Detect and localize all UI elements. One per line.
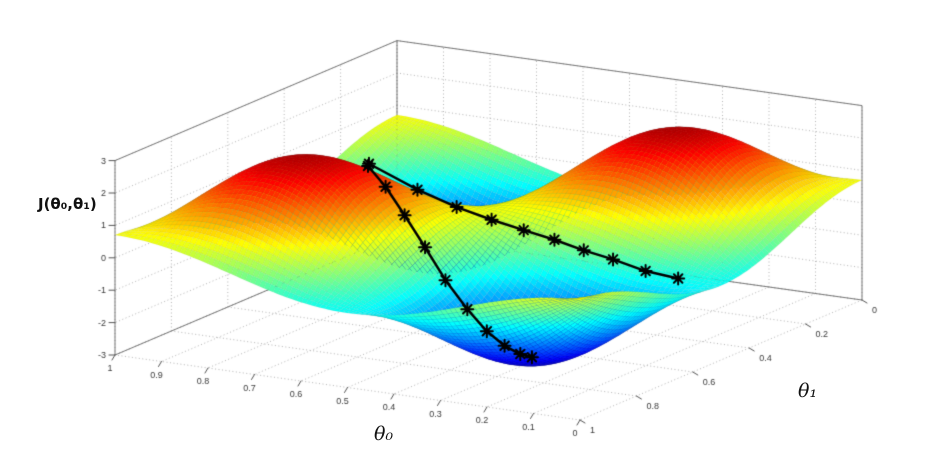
z-axis-label: J(θ₀,θ₁)	[38, 195, 97, 213]
x-axis-label: θ₀	[374, 423, 394, 445]
y-axis-label: θ₁	[798, 380, 818, 402]
